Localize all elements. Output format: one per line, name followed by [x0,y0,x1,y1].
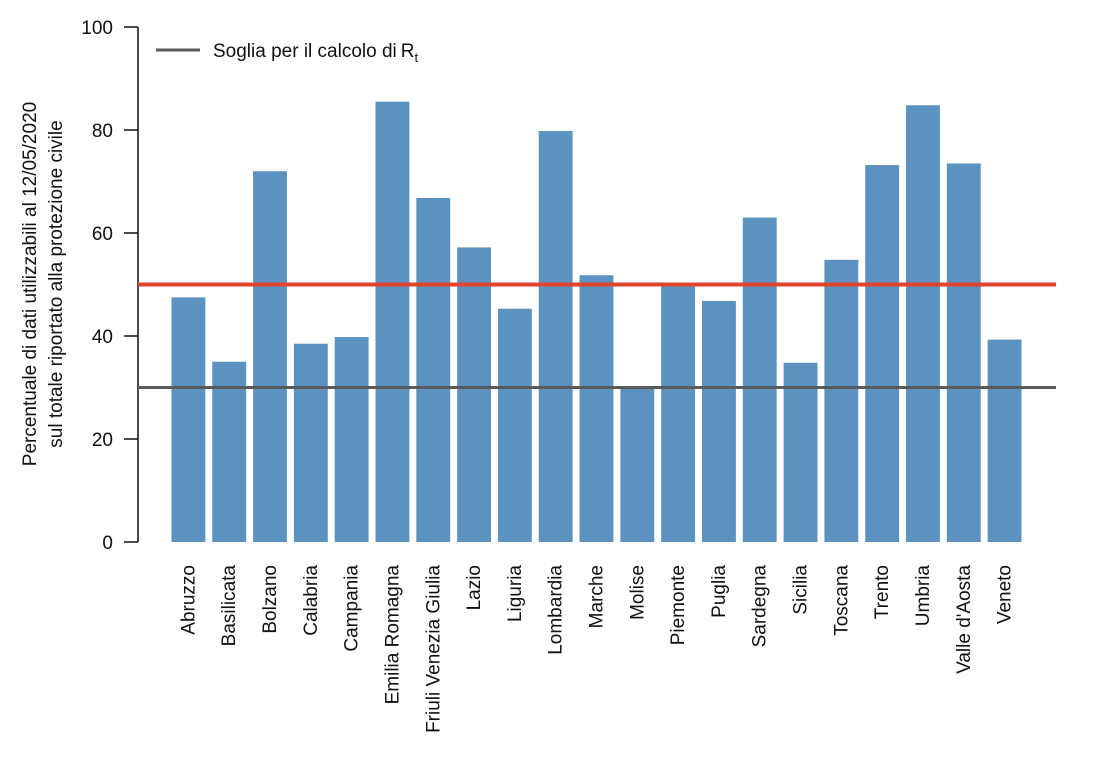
x-category-label: Marche [587,565,608,628]
legend: Soglia per il calcolo di Rt [156,41,419,65]
x-axis-labels: Abruzzo Basilicata Bolzano Calabria Campania… [178,565,1015,733]
x-category-label: Molise [627,565,648,620]
x-category-label: Trento [872,565,893,619]
x-category-label: Abruzzo [178,565,199,635]
legend-label-symbol: R [401,41,415,62]
y-tick-label: 60 [92,224,113,245]
bar [171,297,206,543]
x-category-label: Liguria [505,565,526,622]
x-category-label: Lombardia [546,565,567,655]
y-axis: 0 20 40 60 80 100 [81,18,139,554]
y-tick-label: 80 [92,121,113,142]
y-tick-label: 40 [92,327,113,348]
x-category-label: Friuli Venezia Giulia [423,565,444,733]
bar [906,105,940,542]
x-category-label: Piemonte [668,565,689,645]
bar [538,131,573,542]
bar [457,247,492,543]
x-category-label: Bolzano [260,565,281,634]
bar [701,300,736,542]
bar [865,165,900,542]
legend-label-text: Soglia per il calcolo di [213,41,397,62]
x-category-label: Valle d'Aosta [954,565,975,674]
bar [253,171,287,542]
bar [661,282,696,542]
x-category-label: Lazio [464,565,485,610]
legend-label: Soglia per il calcolo di Rt [213,41,419,65]
bar [824,259,859,542]
x-category-label: Basilicata [219,565,240,647]
bar [987,339,1022,542]
bar [497,308,532,542]
x-category-label: Calabria [301,565,322,636]
x-category-label: Emilia Romagna [382,565,403,705]
y-axis-title: Percentuale di dati utilizzabili al 12/0… [20,102,67,466]
y-axis-title-line-1: Percentuale di dati utilizzabili al 12/0… [20,102,41,466]
bar [334,337,369,542]
bar [783,362,818,542]
y-axis-title-line-2: sul totale riportato alla protezione civ… [46,120,67,447]
bar [579,275,614,542]
x-category-label: Sardegna [750,565,771,648]
x-category-label: Sicilia [791,565,812,615]
reference-lines [138,282,1056,389]
y-tick-label: 20 [92,430,113,451]
bar [742,217,777,543]
x-category-label: Toscana [831,565,852,636]
x-category-label: Puglia [709,565,730,618]
bar [293,343,328,542]
legend-label-subscript: t [415,50,419,65]
y-tick-label: 100 [81,18,113,39]
x-category-label: Campania [342,565,363,652]
bar [375,101,410,543]
x-category-label: Umbria [913,565,934,627]
y-tick-label: 0 [102,533,113,554]
bar [416,197,451,543]
bar [946,163,981,543]
x-category-label: Veneto [995,565,1016,624]
bars [171,101,1022,543]
bar [212,361,247,542]
bar [620,388,655,542]
